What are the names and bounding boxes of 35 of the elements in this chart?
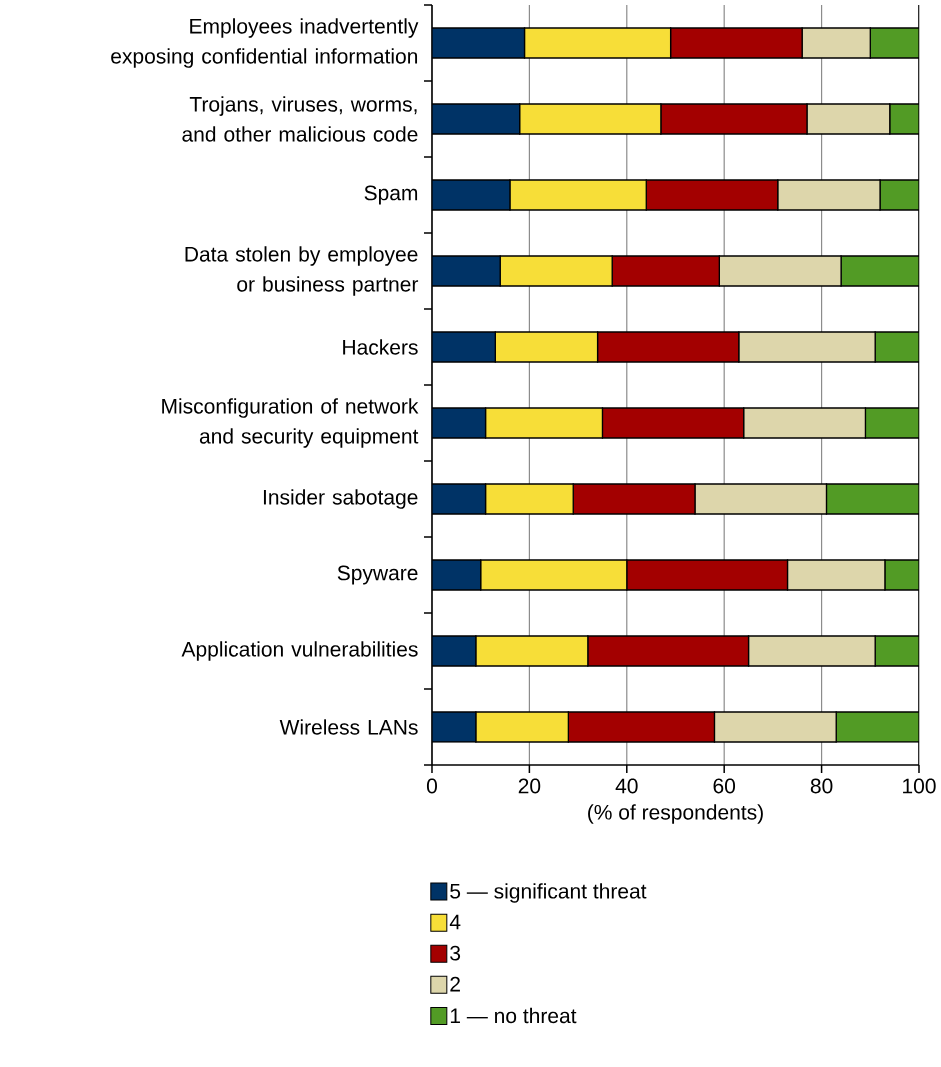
bar [431, 407, 487, 439]
legend-label: 5 — significant threat [450, 883, 647, 903]
legend-label: 4 [449, 914, 461, 930]
y-tick-label: Data stolen by employee or business partner [185, 246, 419, 296]
y-tick-label: Spam [364, 185, 418, 205]
legend-label: 1 — no threat [450, 1007, 577, 1024]
bar [431, 559, 482, 591]
y-tick-label: Misconfiguration of network and security equipment [162, 398, 419, 448]
x-tick-label: 20 [518, 778, 541, 794]
x-tick-label: 80 [810, 778, 833, 794]
x-axis-title: (% of respondents) [588, 804, 763, 824]
y-tick-label: Wireless LANs [279, 719, 418, 735]
bar [431, 483, 487, 515]
bar [431, 179, 511, 211]
bar [869, 27, 919, 59]
bar [864, 407, 919, 439]
bar [431, 27, 526, 59]
y-tick-label: Insider sabotage [263, 489, 418, 509]
y-tick-label: Spyware [337, 565, 418, 585]
bar [431, 255, 501, 287]
legend-label: 2 [450, 976, 460, 992]
x-tick-label: 40 [615, 778, 638, 794]
bar [840, 255, 919, 287]
y-tick-label: Application vulnerabilities [181, 641, 418, 661]
x-tick-label: 100 [903, 778, 936, 794]
x-tick-label: 0 [426, 778, 437, 794]
bar [825, 483, 919, 515]
y-tick-label: Employees inadvertently exposing confidential information [111, 18, 419, 68]
bar [835, 711, 919, 743]
x-tick-label: 60 [713, 778, 736, 794]
bar [431, 103, 521, 135]
y-tick-label: Hackers [343, 339, 418, 355]
legend-label: 3 [450, 945, 461, 961]
y-tick-label: Trojans, viruses, worms, and other malicious code [182, 96, 418, 142]
bar [431, 331, 496, 363]
